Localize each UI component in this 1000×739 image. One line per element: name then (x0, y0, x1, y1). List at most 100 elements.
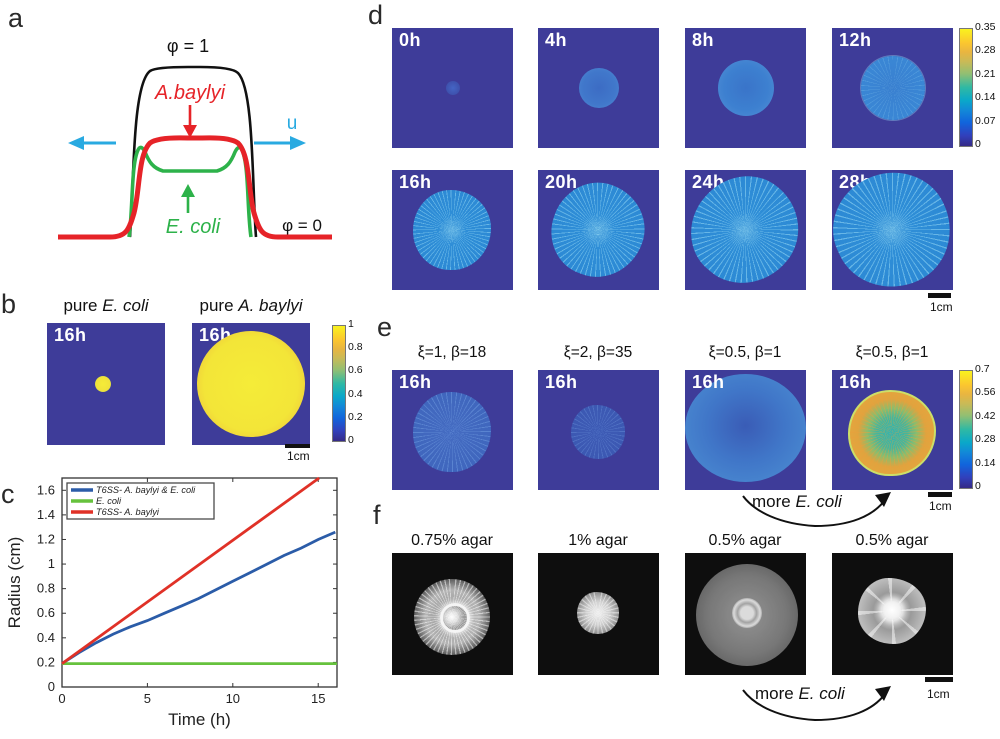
photo-075-agar (392, 553, 513, 675)
colorbar-d-ticks: 0.35 0.28 0.21 0.14 0.07 0 (975, 22, 995, 150)
time-label: 16h (54, 325, 87, 345)
ecoli-arrowhead (181, 184, 195, 197)
heatmap-pure-abaylyi: 16h (192, 323, 310, 445)
scalebar-e-label: 1cm (929, 499, 952, 513)
panel-e-letter: e (377, 312, 393, 342)
colorbar-d (959, 28, 973, 147)
cb-tick: 1 (348, 318, 354, 330)
svg-text:E. coli: E. coli (96, 496, 122, 506)
svg-text:0.8: 0.8 (37, 581, 55, 596)
agar-label-1: 0.75% agar (411, 532, 493, 549)
time-label: 4h (545, 30, 568, 50)
param-label-3: ξ=0.5, β=1 (708, 344, 782, 361)
svg-text:0: 0 (58, 691, 65, 706)
cb-tick: 0.07 (975, 114, 996, 127)
cb-tick: 0.21 (975, 67, 996, 80)
panel-f-letter: f (373, 500, 381, 530)
panel-b-title-left: pure E. coli (26, 296, 186, 316)
param-label-4: ξ=0.5, β=1 (855, 344, 929, 361)
ecoli-species: E. coli (798, 684, 845, 703)
svg-text:0.2: 0.2 (37, 654, 55, 669)
colony (685, 374, 806, 482)
param-label-2: ξ=2, β=35 (563, 344, 633, 361)
more-prefix: more (755, 684, 799, 703)
scalebar-e (928, 492, 952, 497)
time-label: 8h (692, 30, 715, 50)
heatmap-e-1: 16h (392, 370, 513, 490)
colony-photo (696, 564, 798, 666)
heatmap-d-20h: 20h (538, 170, 659, 290)
panel-a-diagram: φ = 1 A.baylyi u E. coli φ = 0 (58, 36, 332, 240)
cb-tick: 0.14 (975, 456, 996, 469)
colony (718, 60, 774, 116)
velocity-arrowhead-right (290, 136, 306, 150)
cb-tick: 0.42 (975, 409, 996, 422)
ecoli-label: E. coli (166, 216, 221, 238)
colony-photo (858, 578, 926, 644)
pure-prefix: pure (199, 296, 239, 315)
phi-0-label: φ = 0 (282, 216, 322, 235)
colorbar-b (332, 325, 346, 442)
heatmap-pure-ecoli: 16h (47, 323, 165, 445)
svg-text:1.6: 1.6 (37, 482, 55, 497)
svg-text:Radius (cm): Radius (cm) (5, 537, 24, 629)
pure-prefix: pure (63, 296, 103, 315)
heatmap-d-24h: 24h (685, 170, 806, 290)
cb-tick: 0 (975, 137, 981, 150)
colony-photo (577, 592, 619, 634)
scalebar-b-label: 1cm (287, 449, 310, 463)
scalebar-d (928, 293, 951, 298)
svg-text:15: 15 (311, 691, 325, 706)
svg-text:0.6: 0.6 (37, 605, 55, 620)
ecoli-colony (95, 376, 111, 392)
svg-text:1.2: 1.2 (37, 531, 55, 546)
radius-vs-time-chart: 0 5 10 15 0 0.2 0.4 0.6 0.8 1 1.2 1.4 1.6 Time (h) Rad… (0, 460, 360, 739)
cb-tick: 0.2 (348, 410, 363, 423)
time-label: 16h (399, 172, 432, 192)
more-ecoli-label-f: more E. coli (755, 684, 845, 704)
time-label: 0h (399, 30, 422, 50)
more-ecoli-arrow-f (742, 686, 891, 722)
panel-d-letter: d (368, 0, 384, 30)
cb-tick: 0.4 (348, 387, 363, 400)
panel-c-letter: c (1, 479, 15, 509)
heatmap-e-2: 16h (538, 370, 659, 490)
time-label: 16h (399, 372, 432, 392)
more-ecoli-label-e: more E. coli (752, 492, 842, 512)
time-label: 16h (839, 372, 872, 392)
u-label: u (287, 113, 298, 134)
time-label: 16h (692, 372, 725, 392)
abaylyi-curve (58, 135, 332, 240)
cb-tick: 0.7 (975, 363, 990, 375)
agar-label-2: 1% agar (568, 532, 628, 549)
time-label: 16h (545, 372, 578, 392)
scalebar-b (285, 444, 310, 448)
scalebar-d-label: 1cm (930, 300, 953, 314)
heatmap-d-0h: 0h (392, 28, 513, 148)
time-label: 12h (839, 30, 872, 50)
colony (579, 68, 619, 108)
velocity-arrowhead-left (68, 136, 84, 150)
svg-text:0.4: 0.4 (37, 630, 55, 645)
cb-tick: 0 (975, 479, 981, 492)
more-ecoli-arrow-e (742, 492, 891, 528)
phi-curve (128, 65, 258, 238)
cb-tick: 0.6 (348, 364, 363, 377)
heatmap-d-4h: 4h (538, 28, 659, 148)
colorbar-e (959, 370, 973, 489)
panel-a-letter: a (8, 3, 24, 33)
photo-05-agar-2 (832, 553, 953, 675)
abaylyi-arrowhead (183, 125, 197, 138)
abaylyi-label: A.baylyi (154, 82, 226, 104)
heatmap-d-8h: 8h (685, 28, 806, 148)
svg-text:0: 0 (48, 679, 55, 694)
abaylyi-colony (197, 331, 305, 437)
time-label: 20h (545, 172, 578, 192)
svg-text:5: 5 (144, 691, 151, 706)
panel-b-title-right: pure A. baylyi (171, 296, 331, 316)
svg-text:Time (h): Time (h) (168, 710, 231, 729)
agar-label-3: 0.5% agar (708, 532, 782, 549)
phi-1-label: φ = 1 (167, 36, 209, 56)
heatmap-d-12h: 12h (832, 28, 953, 148)
